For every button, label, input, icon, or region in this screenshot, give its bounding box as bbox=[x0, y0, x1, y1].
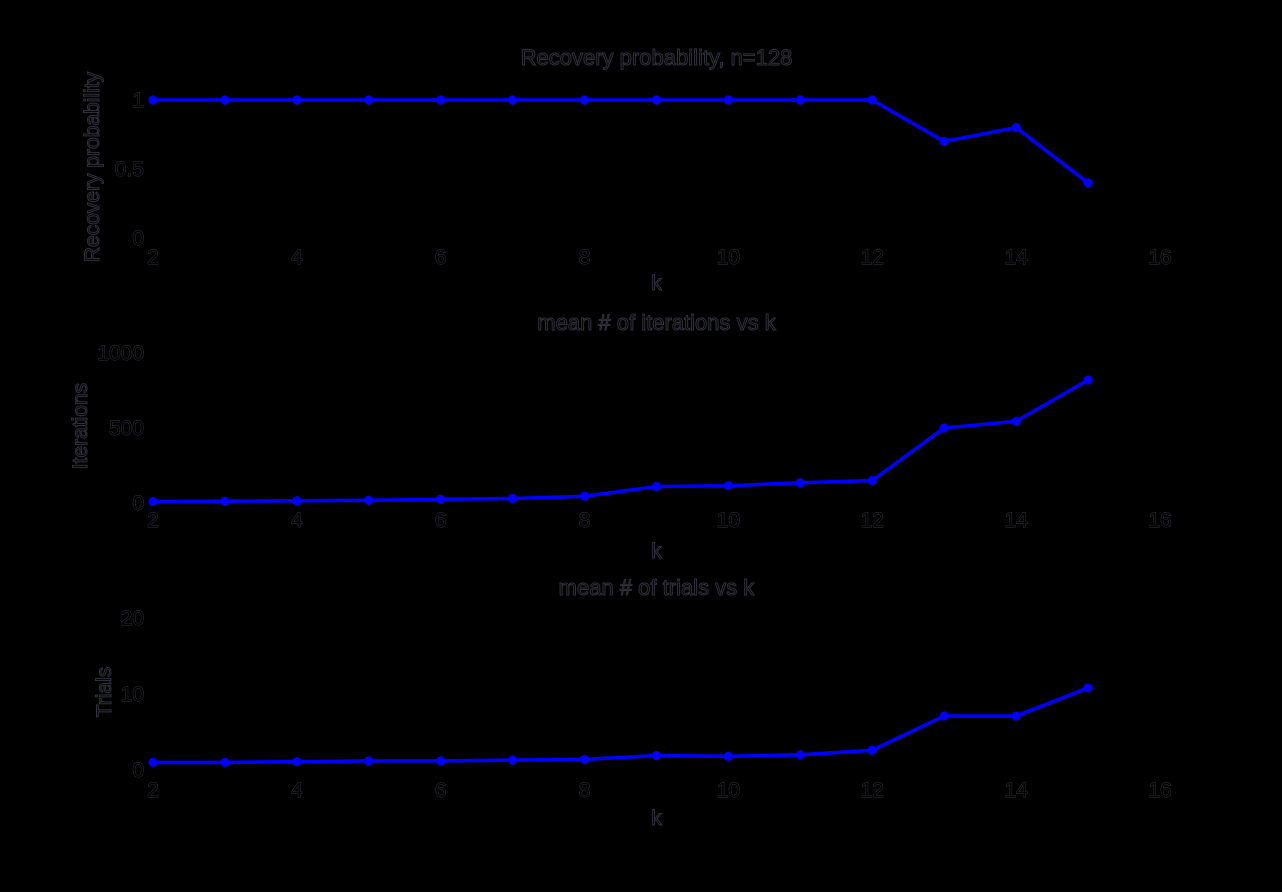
y-tick-label: 0 bbox=[132, 492, 144, 515]
data-point-marker bbox=[651, 95, 662, 105]
x-tick-label: 12 bbox=[861, 779, 884, 802]
trials-y-axis-label: Trials bbox=[93, 666, 117, 718]
data-point-marker bbox=[939, 423, 949, 433]
data-point-marker bbox=[651, 481, 662, 492]
data-point-marker bbox=[867, 745, 877, 755]
y-tick-label: 0 bbox=[132, 759, 144, 782]
x-tick-label: 16 bbox=[1148, 246, 1171, 269]
y-tick-label: 0 bbox=[132, 227, 144, 250]
data-point-marker bbox=[579, 754, 590, 764]
x-tick-label: 6 bbox=[435, 509, 447, 532]
data-point-marker bbox=[364, 495, 374, 505]
data-point-marker bbox=[436, 756, 446, 766]
recovery-probability-title: Recovery probability, n=128 bbox=[520, 45, 793, 71]
x-tick-label: 10 bbox=[717, 779, 740, 802]
data-point-marker bbox=[795, 478, 805, 488]
data-point-marker bbox=[148, 95, 158, 105]
data-point-marker bbox=[436, 494, 446, 504]
x-tick-label: 16 bbox=[1148, 779, 1171, 802]
data-point-marker bbox=[220, 757, 230, 768]
y-tick-label: 20 bbox=[121, 607, 144, 630]
data-line bbox=[151, 378, 1090, 504]
data-point-marker bbox=[508, 493, 518, 504]
y-tick-label: 1 bbox=[132, 89, 144, 112]
data-point-marker bbox=[795, 750, 805, 760]
x-tick-label: 4 bbox=[291, 509, 303, 532]
data-point-marker bbox=[1011, 711, 1021, 721]
y-tick-label: 1000 bbox=[97, 342, 144, 365]
x-tick-label: 10 bbox=[717, 246, 740, 269]
x-tick-label: 8 bbox=[579, 779, 591, 802]
recovery-probability-x-axis-label: k bbox=[651, 272, 663, 296]
data-point-marker bbox=[579, 95, 590, 105]
data-line bbox=[151, 98, 1090, 185]
y-tick-label: 0.5 bbox=[115, 158, 144, 181]
x-tick-label: 6 bbox=[435, 779, 447, 802]
data-point-marker bbox=[1011, 123, 1021, 133]
x-tick-label: 8 bbox=[579, 246, 591, 269]
recovery-probability-y-axis-label: Recovery probability bbox=[81, 71, 105, 263]
data-point-marker bbox=[220, 496, 230, 506]
x-tick-label: 4 bbox=[291, 246, 303, 269]
data-point-marker bbox=[1083, 375, 1093, 385]
data-point-marker bbox=[795, 95, 805, 105]
data-point-marker bbox=[292, 757, 302, 767]
data-point-marker bbox=[723, 95, 734, 105]
x-tick-label: 6 bbox=[435, 246, 447, 269]
x-tick-label: 16 bbox=[1148, 509, 1171, 532]
trials-x-axis-label: k bbox=[651, 807, 663, 831]
data-point-marker bbox=[220, 95, 230, 105]
data-point-marker bbox=[939, 711, 949, 721]
x-tick-label: 14 bbox=[1004, 246, 1028, 269]
y-tick-label: 10 bbox=[121, 683, 144, 706]
x-tick-label: 12 bbox=[861, 246, 884, 269]
data-point-marker bbox=[148, 496, 158, 507]
data-point-marker bbox=[508, 95, 518, 105]
data-point-marker bbox=[723, 751, 734, 761]
x-tick-label: 10 bbox=[717, 509, 740, 532]
y-tick-label: 500 bbox=[109, 417, 144, 440]
data-point-marker bbox=[292, 496, 302, 506]
data-point-marker bbox=[1083, 178, 1093, 188]
data-point-marker bbox=[723, 481, 734, 491]
x-tick-label: 2 bbox=[147, 779, 159, 802]
iterations-y-axis-label: Iterations bbox=[69, 382, 93, 470]
data-point-marker bbox=[1011, 416, 1021, 426]
x-tick-label: 2 bbox=[147, 246, 159, 269]
data-point-marker bbox=[867, 475, 877, 486]
iterations-x-axis-label: k bbox=[651, 540, 663, 564]
x-tick-label: 4 bbox=[291, 779, 303, 802]
data-line bbox=[151, 686, 1090, 765]
x-tick-label: 2 bbox=[147, 509, 159, 532]
data-point-marker bbox=[364, 95, 374, 105]
data-point-marker bbox=[508, 755, 518, 765]
data-point-marker bbox=[1083, 683, 1093, 693]
trials-title: mean # of trials vs k bbox=[558, 575, 755, 601]
x-tick-label: 8 bbox=[579, 509, 591, 532]
iterations-title: mean # of iterations vs k bbox=[537, 310, 776, 336]
data-point-marker bbox=[579, 491, 590, 501]
data-point-marker bbox=[939, 136, 949, 146]
data-point-marker bbox=[436, 95, 446, 105]
x-tick-label: 14 bbox=[1004, 509, 1028, 532]
data-point-marker bbox=[867, 95, 877, 105]
data-point-marker bbox=[651, 750, 662, 761]
x-tick-label: 14 bbox=[1004, 779, 1028, 802]
data-point-marker bbox=[292, 95, 302, 105]
data-point-marker bbox=[148, 757, 158, 768]
data-point-marker bbox=[364, 756, 374, 766]
x-tick-label: 12 bbox=[861, 509, 884, 532]
